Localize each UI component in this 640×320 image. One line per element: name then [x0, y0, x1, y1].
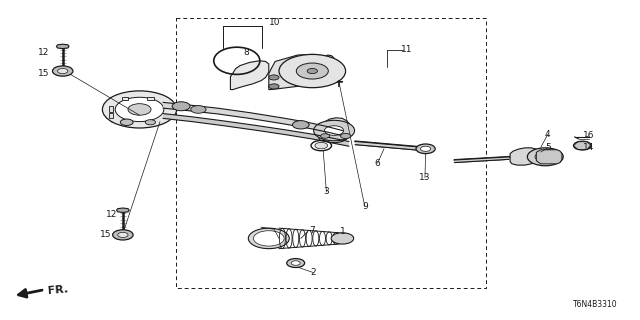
Circle shape	[145, 120, 156, 125]
Text: 11: 11	[401, 45, 412, 54]
Circle shape	[279, 54, 346, 88]
Circle shape	[296, 63, 328, 79]
Circle shape	[287, 259, 305, 268]
Polygon shape	[536, 150, 562, 164]
Circle shape	[573, 141, 591, 150]
Polygon shape	[116, 208, 129, 212]
Polygon shape	[454, 157, 511, 163]
Polygon shape	[355, 141, 421, 150]
Polygon shape	[510, 148, 538, 165]
Polygon shape	[230, 61, 269, 90]
Circle shape	[102, 91, 177, 128]
Polygon shape	[320, 55, 334, 86]
Text: 12: 12	[106, 210, 118, 219]
Text: 14: 14	[583, 143, 595, 152]
Circle shape	[291, 261, 300, 265]
Circle shape	[416, 144, 435, 154]
Circle shape	[52, 66, 73, 76]
Polygon shape	[269, 54, 326, 90]
Text: 12: 12	[38, 48, 49, 57]
Circle shape	[113, 230, 133, 240]
Circle shape	[253, 231, 284, 246]
Circle shape	[172, 102, 190, 111]
Polygon shape	[147, 97, 154, 100]
Text: 2: 2	[311, 268, 316, 277]
Text: 4: 4	[545, 130, 550, 139]
Polygon shape	[56, 44, 69, 49]
Circle shape	[331, 233, 354, 244]
Circle shape	[115, 97, 164, 122]
Circle shape	[420, 146, 431, 151]
Circle shape	[321, 134, 330, 138]
Text: 1: 1	[340, 228, 345, 236]
Circle shape	[292, 121, 309, 129]
Polygon shape	[109, 106, 113, 112]
Text: 7: 7	[310, 226, 315, 235]
Circle shape	[120, 119, 133, 125]
Circle shape	[269, 84, 279, 89]
Circle shape	[315, 142, 328, 149]
Polygon shape	[112, 98, 166, 123]
Text: 8: 8	[244, 48, 249, 57]
Circle shape	[311, 140, 332, 151]
Text: 15: 15	[38, 69, 49, 78]
Text: 6: 6	[375, 159, 380, 168]
Polygon shape	[122, 97, 128, 100]
Circle shape	[118, 232, 128, 237]
Text: FR.: FR.	[47, 284, 68, 296]
Polygon shape	[109, 113, 113, 118]
Circle shape	[340, 133, 351, 139]
Circle shape	[269, 75, 279, 80]
Circle shape	[324, 126, 344, 135]
Text: 9: 9	[362, 202, 367, 211]
Circle shape	[128, 104, 151, 115]
Circle shape	[307, 68, 317, 74]
Text: T6N4B3310: T6N4B3310	[573, 300, 618, 309]
Polygon shape	[163, 114, 349, 146]
Circle shape	[248, 228, 289, 249]
Circle shape	[535, 152, 556, 162]
Text: 3: 3	[324, 188, 329, 196]
Circle shape	[58, 68, 68, 74]
Polygon shape	[163, 102, 342, 136]
Text: 13: 13	[419, 173, 431, 182]
Text: 10: 10	[269, 18, 281, 27]
Polygon shape	[319, 118, 352, 143]
Circle shape	[314, 120, 355, 141]
Text: 5: 5	[545, 143, 550, 152]
Circle shape	[527, 148, 563, 166]
Circle shape	[191, 106, 206, 113]
Text: 16: 16	[583, 132, 595, 140]
Text: 15: 15	[100, 230, 111, 239]
